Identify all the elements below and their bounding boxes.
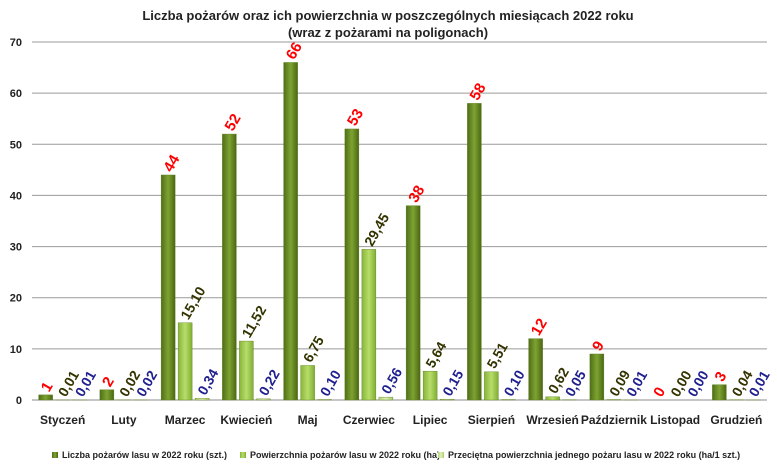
y-axis: 0 10 20 30 40 50 60 70	[10, 37, 22, 407]
bar	[422, 370, 438, 401]
data-label: 5,51	[483, 339, 511, 371]
data-label: 52	[222, 111, 245, 134]
data-label: 66	[283, 39, 306, 62]
bar	[439, 399, 455, 401]
x-tick-label: Kwiecień	[220, 413, 272, 427]
chart-subtitle: (wraz z pożarami na poligonach)	[288, 25, 488, 40]
chart-title: Liczba pożarów oraz ich powierzchnia w p…	[142, 8, 633, 23]
x-tick-label: Luty	[111, 413, 137, 427]
legend-swatch	[240, 452, 246, 458]
x-tick-label: Styczeń	[40, 413, 85, 427]
data-label: 0,15	[439, 367, 467, 399]
data-label: 1	[38, 379, 57, 395]
bar	[405, 205, 421, 401]
x-tick-label: Grudzień	[710, 413, 762, 427]
x-tick-label: Lipiec	[413, 413, 448, 427]
bar	[712, 384, 727, 401]
data-label: 0,22	[255, 366, 283, 398]
bar	[589, 353, 605, 401]
data-label: 5,64	[422, 339, 450, 371]
bar	[160, 174, 176, 401]
bar	[467, 103, 482, 401]
data-label: 9	[589, 338, 608, 354]
data-label: 11,52	[238, 303, 269, 341]
data-label: 44	[160, 151, 183, 175]
bar	[528, 338, 543, 401]
bar	[484, 371, 499, 401]
x-tick-label: Listopad	[650, 413, 700, 427]
bar	[283, 62, 298, 401]
data-label: 53	[344, 106, 367, 129]
data-label: 12	[528, 316, 551, 339]
x-tick-label: Sierpień	[468, 413, 515, 427]
y-tick-label: 60	[10, 88, 22, 100]
bar	[194, 398, 210, 401]
data-label: 38	[405, 183, 428, 206]
data-label: 29,45	[361, 210, 392, 249]
data-label: 0,34	[194, 366, 222, 398]
y-tick-label: 40	[10, 190, 22, 202]
y-tick-label: 20	[10, 293, 22, 305]
bar	[300, 365, 315, 401]
legend-swatch	[52, 452, 58, 458]
legend-label: Przeciętna powierzchnia jednego pożaru l…	[448, 450, 740, 460]
bar	[344, 128, 360, 401]
bars	[38, 62, 761, 401]
x-tick-label: Marzec	[165, 413, 206, 427]
bar	[99, 389, 115, 401]
legend-swatch	[438, 452, 444, 458]
y-tick-label: 50	[10, 139, 22, 151]
y-tick-label: 10	[10, 344, 22, 356]
bar	[222, 133, 237, 401]
legend-label: Liczba pożarów lasu w 2022 roku (szt.)	[62, 450, 227, 460]
legend: Liczba pożarów lasu w 2022 roku (szt.) Po…	[52, 450, 740, 460]
data-label: 3	[712, 369, 731, 385]
y-tick-label: 70	[10, 37, 22, 49]
gridlines	[32, 41, 767, 401]
data-label: 2	[99, 374, 118, 390]
x-tick-label: Czerwiec	[343, 413, 395, 427]
data-label: 0,10	[317, 367, 345, 399]
bar	[545, 396, 560, 401]
data-label: 58	[467, 80, 490, 103]
data-label: 0,56	[378, 365, 406, 397]
x-axis: Styczeń Luty Marzec Kwiecień Maj Czerwiec Lipi…	[40, 413, 762, 427]
bar	[501, 399, 516, 401]
data-label: 0	[650, 384, 669, 400]
bar	[256, 398, 271, 401]
bar	[177, 322, 193, 401]
bar	[378, 396, 394, 401]
x-tick-label: Maj	[298, 413, 318, 427]
y-tick-label: 30	[10, 242, 22, 254]
x-tick-label: Październik	[581, 413, 647, 427]
legend-label: Powierzchnia pożarów lasu w 2022 roku (h…	[250, 450, 440, 460]
bar	[239, 340, 254, 401]
data-label: 0,10	[500, 367, 528, 399]
bar	[317, 399, 332, 401]
y-tick-label: 0	[16, 395, 22, 407]
x-tick-label: Wrzesień	[526, 413, 578, 427]
bar	[38, 394, 53, 401]
bar	[361, 249, 377, 401]
data-label: 15,10	[177, 284, 208, 323]
